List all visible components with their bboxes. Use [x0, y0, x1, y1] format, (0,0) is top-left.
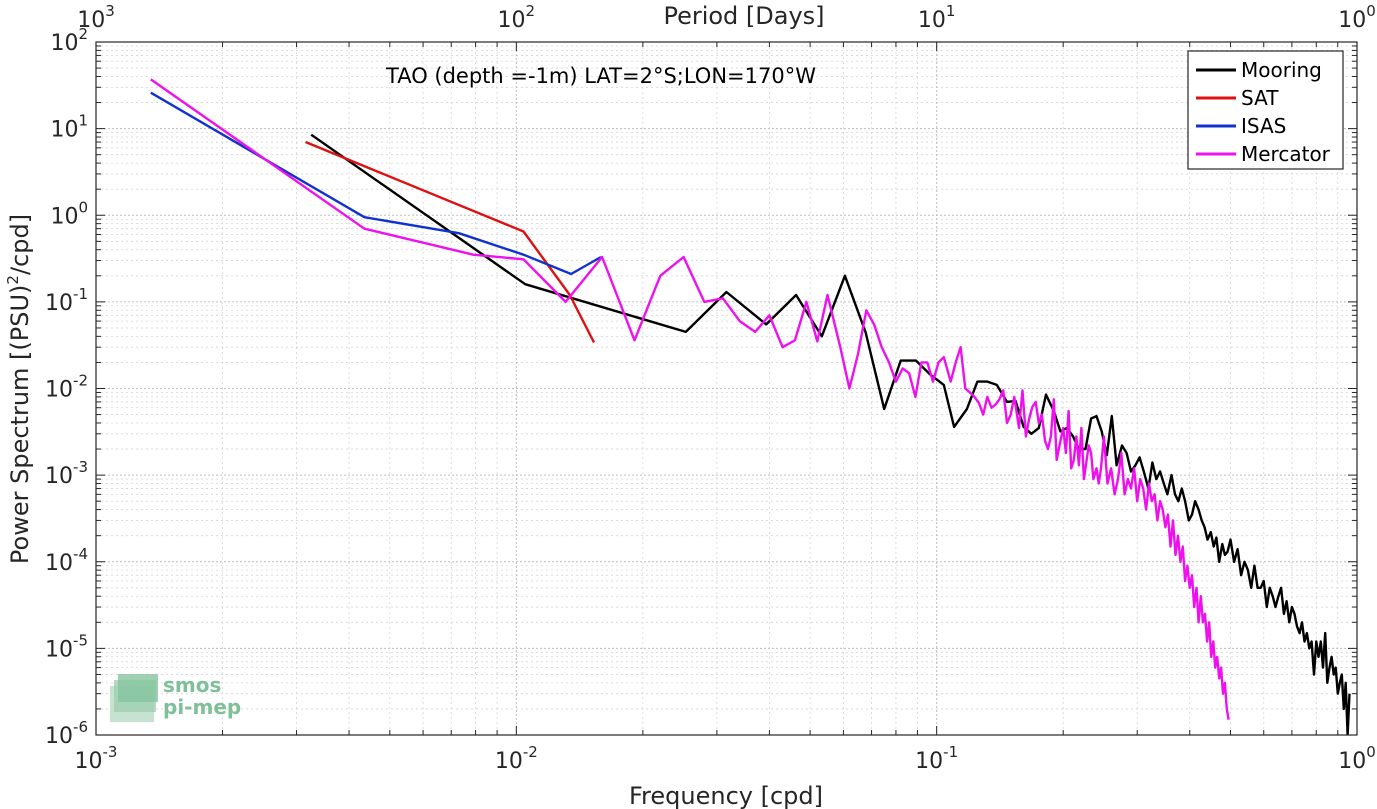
y-tick-label: 10-5	[45, 631, 88, 662]
series-line-isas	[150, 91, 602, 276]
legend-label-mercator: Mercator	[1241, 142, 1331, 166]
y-tick-label: 102	[50, 25, 88, 56]
y-tick-label: 10-6	[45, 718, 88, 749]
series-line-mooring	[310, 133, 1351, 735]
y-axis-title-main: Power Spectrum [(PSU)	[6, 285, 34, 564]
x-tick-label: 10-3	[75, 743, 118, 774]
y-tick-label: 10-4	[45, 545, 88, 576]
x-tick-label: 10-1	[915, 743, 958, 774]
x-tick-label: 100	[1338, 743, 1376, 774]
legend-label-mooring: Mooring	[1241, 58, 1322, 82]
y-axis-title: Power Spectrum [(PSU)2/cpd]	[4, 214, 34, 564]
top-tick-label: 100	[1338, 2, 1376, 33]
smos-pimep-logo: smos pi-mep	[110, 673, 241, 722]
plot-area	[96, 42, 1357, 735]
top-tick-label: 102	[498, 2, 536, 33]
logo-layer-3	[118, 674, 158, 702]
y-tick-label: 10-2	[45, 372, 88, 403]
legend: Mooring SAT ISAS Mercator	[1187, 50, 1344, 170]
y-tick-label: 101	[50, 112, 88, 143]
logo-text-pimep: pi-mep	[163, 695, 241, 719]
x-tick-label: 10-2	[495, 743, 538, 774]
logo-text-smos: smos	[163, 673, 221, 697]
y-tick-label: 10-3	[45, 458, 88, 489]
legend-label-sat: SAT	[1241, 86, 1279, 110]
legend-label-isas: ISAS	[1241, 114, 1286, 138]
top-axis-title: Period [Days]	[663, 2, 824, 30]
series-line-mercator	[150, 78, 1230, 720]
top-tick-label: 101	[918, 2, 956, 33]
x-axis-title: Frequency [cpd]	[629, 782, 823, 809]
y-tick-label: 10-1	[45, 285, 88, 316]
chart-annotation: TAO (depth =-1m) LAT=2°S;LON=170°W	[385, 64, 816, 88]
y-axis-title-tail: /cpd]	[6, 214, 34, 275]
top-tick-label: 103	[77, 2, 115, 33]
y-axis-title-sup: 2	[4, 275, 22, 285]
y-tick-label: 100	[50, 198, 88, 229]
